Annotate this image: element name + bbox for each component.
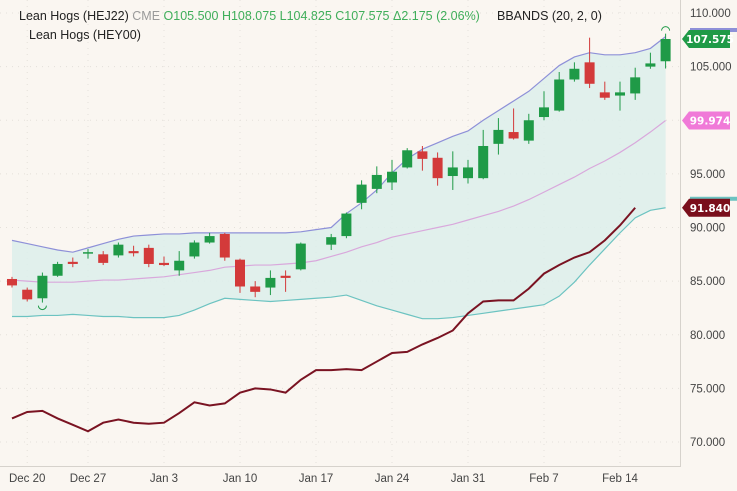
candle-up <box>37 275 48 299</box>
time-tick-label: Jan 24 <box>375 473 410 485</box>
price-tick-label: 105.000 <box>690 62 732 74</box>
candle-down <box>159 262 169 266</box>
time-tick-label: Feb 14 <box>602 473 638 485</box>
change-value: Δ2.175 (2.06%) <box>392 9 480 23</box>
candle-down <box>280 275 291 278</box>
candle-up <box>447 167 458 177</box>
candle-up <box>615 92 625 96</box>
candle-up <box>554 79 565 111</box>
high-value: H108.075 <box>221 9 277 23</box>
candle-up <box>295 243 306 270</box>
candle-up <box>539 107 549 118</box>
candle-down <box>67 261 78 264</box>
candle-up <box>174 260 185 271</box>
time-tick-label: Dec 20 <box>9 473 45 485</box>
exchange: CME <box>132 9 161 23</box>
band-fill <box>12 36 666 319</box>
price-tick-label: 85.000 <box>690 276 725 288</box>
high-low-markers <box>37 26 671 311</box>
legend-main: Lean Hogs (HEJ22) CME O105.500 H108.075 … <box>19 9 480 23</box>
compare-line <box>11 207 636 433</box>
candle-down <box>417 151 428 159</box>
candle-up <box>660 39 671 62</box>
candle-up <box>356 184 367 203</box>
compare-series <box>11 207 636 433</box>
candles <box>7 33 671 303</box>
candle-down <box>432 157 443 179</box>
candle-up <box>478 145 489 179</box>
price-tick-label: 70.000 <box>690 437 725 449</box>
price-tags: 107.575 99.974 91.840 <box>682 28 737 217</box>
candle-up <box>630 77 641 94</box>
candle-down <box>599 92 610 98</box>
candle-up <box>371 174 382 189</box>
candle-down <box>508 132 519 139</box>
low-marker-icon <box>37 305 47 311</box>
high-marker-icon <box>661 26 671 31</box>
lower-band-line <box>12 207 666 320</box>
price-tick-label: 90.000 <box>690 223 725 235</box>
time-tick-label: Jan 10 <box>223 473 258 485</box>
price-tick-label: 75.000 <box>690 383 725 395</box>
indicator-legend[interactable]: BBANDS (20, 2, 0) <box>497 9 602 23</box>
candle-up <box>52 263 63 276</box>
candle-down <box>128 251 139 254</box>
candle-up <box>341 213 352 237</box>
candle-down <box>22 289 33 300</box>
bollinger-bands <box>11 36 666 320</box>
middle_band-tag-bg <box>682 111 730 130</box>
price-tick-label: 95.000 <box>690 169 725 181</box>
candle-down <box>584 62 595 84</box>
compare-legend[interactable]: Lean Hogs (HEY00) <box>29 28 141 42</box>
candle-up <box>265 277 276 288</box>
middle_band-tag-label: 99.974 <box>690 116 731 128</box>
candle-up <box>493 129 504 144</box>
close-value: C107.575 <box>335 9 390 23</box>
middle-band-line <box>11 120 666 283</box>
low-value: L104.825 <box>279 9 332 23</box>
candle-up <box>645 63 656 67</box>
time-tick-label: Dec 27 <box>70 473 106 485</box>
candle-down <box>219 233 230 258</box>
candle-down <box>7 278 17 286</box>
candle-up <box>569 68 580 80</box>
price-tick-label: 80.000 <box>690 330 725 342</box>
time-tick-label: Jan 31 <box>451 473 486 485</box>
symbol-name[interactable]: Lean Hogs (HEJ22) <box>19 9 129 23</box>
candle-up <box>387 171 397 183</box>
time-tick-label: Jan 17 <box>299 473 334 485</box>
last-tag-label: 107.575 <box>686 34 734 46</box>
candle-down <box>98 254 109 263</box>
compare-tag-bg <box>682 198 730 217</box>
price-tick-label: 110.000 <box>690 8 731 20</box>
price-axis[interactable]: 110.000 105.000 95.000 90.000 85.000 80.000 75… <box>690 8 732 449</box>
compare-tag-label: 91.840 <box>690 203 731 215</box>
upper-band-line <box>11 36 666 253</box>
candle-down <box>143 247 154 264</box>
candle-up <box>463 167 473 179</box>
candle-up <box>402 150 413 168</box>
candle-up <box>523 120 534 141</box>
candle-up <box>204 236 215 243</box>
last-tag-bg <box>682 30 730 49</box>
time-tick-label: Feb 7 <box>529 473 558 485</box>
candle-up <box>83 252 93 254</box>
candle-up <box>189 242 200 257</box>
candle-up <box>326 237 337 245</box>
time-tick-label: Jan 3 <box>150 473 178 485</box>
open-value: O105.500 <box>163 9 219 23</box>
time-axis[interactable]: Dec 20 Dec 27 Jan 3 Jan 10 Jan 17 Jan 24 Jan 3… <box>9 473 639 485</box>
candle-up <box>113 244 124 256</box>
candle-down <box>235 259 245 287</box>
candle-down <box>250 286 261 292</box>
